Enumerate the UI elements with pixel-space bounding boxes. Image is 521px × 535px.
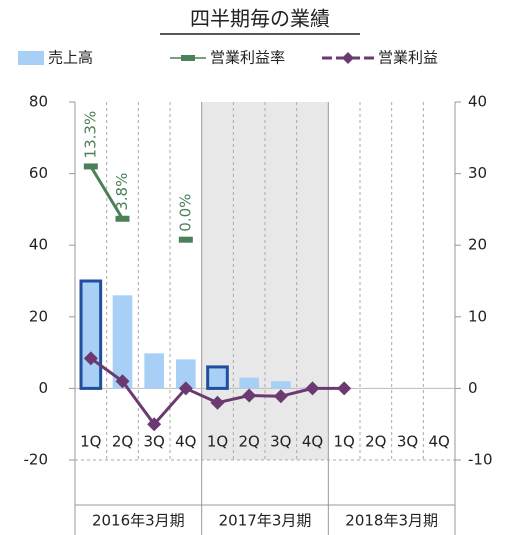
x-tick-label: 1Q	[333, 433, 354, 451]
x-tick-label: 1Q	[80, 433, 101, 451]
marker	[305, 381, 320, 396]
x-tick-label: 4Q	[428, 433, 449, 451]
legend-swatch	[18, 51, 44, 65]
bar	[239, 377, 259, 389]
x-tick-label: 4Q	[302, 433, 323, 451]
legend-swatch	[342, 52, 354, 64]
value-label: 13.3%	[81, 111, 99, 159]
value-label: 3.8%	[113, 173, 131, 211]
y2-tick-label: 0	[468, 379, 478, 397]
x-tick-label: 3Q	[397, 433, 418, 451]
bar	[206, 365, 229, 390]
x-tick-label: 2Q	[365, 433, 386, 451]
legend-label: 営業利益	[378, 49, 438, 67]
y-tick-label: 20	[29, 307, 48, 325]
marker	[210, 395, 225, 410]
y-tick-label: -20	[24, 451, 49, 469]
line	[89, 165, 124, 220]
marker	[178, 236, 193, 243]
marker	[115, 215, 130, 222]
legend-swatch	[181, 55, 195, 61]
x-tick-label: 4Q	[175, 433, 196, 451]
value-label: 0.0%	[176, 194, 194, 232]
legend-label: 営業利益率	[210, 49, 285, 67]
x-tick-label: 3Q	[270, 433, 291, 451]
bar	[271, 381, 291, 389]
x-tick-label: 1Q	[207, 433, 228, 451]
marker	[273, 389, 288, 404]
legend-label: 売上高	[48, 49, 93, 67]
group-label: 2017年3月期	[219, 512, 312, 530]
bar	[112, 295, 133, 389]
y-tick-label: 60	[29, 164, 48, 182]
marker	[83, 351, 98, 366]
chart-title: 四半期毎の業績	[190, 7, 330, 31]
y-tick-label: 0	[38, 379, 48, 397]
marker	[115, 374, 130, 389]
y-tick-label: 80	[29, 93, 48, 111]
group-label: 2016年3月期	[92, 512, 185, 530]
marker	[337, 381, 352, 396]
marker	[83, 163, 98, 170]
marker	[178, 381, 193, 396]
marker	[147, 417, 162, 432]
y2-tick-label: 30	[468, 164, 487, 182]
bar	[79, 279, 103, 390]
marker	[242, 388, 257, 403]
bar	[144, 353, 164, 389]
y2-tick-label: 40	[468, 93, 487, 111]
bar	[176, 359, 196, 389]
y2-tick-label: 10	[468, 307, 487, 325]
group-label: 2018年3月期	[345, 512, 438, 530]
y2-tick-label: 20	[468, 236, 487, 254]
y2-tick-label: -10	[468, 451, 493, 469]
y-tick-label: 40	[29, 236, 48, 254]
x-tick-label: 2Q	[112, 433, 133, 451]
x-tick-label: 3Q	[143, 433, 164, 451]
x-tick-label: 2Q	[238, 433, 259, 451]
